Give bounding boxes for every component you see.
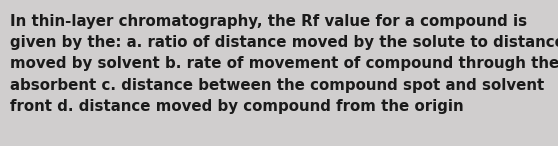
- Text: In thin-layer chromatography, the Rf value for a compound is
given by the: a. ra: In thin-layer chromatography, the Rf val…: [10, 14, 558, 114]
